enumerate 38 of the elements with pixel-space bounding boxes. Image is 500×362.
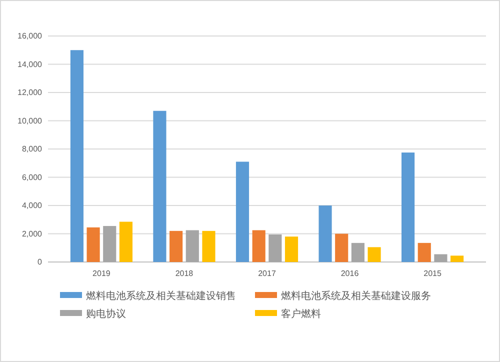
- y-tick-label: 6,000: [22, 172, 43, 182]
- x-tick-label: 2016: [340, 269, 360, 278]
- bar: [86, 227, 100, 262]
- bar: [153, 110, 166, 262]
- legend-label: 燃料电池系统及相关基础建设销售: [86, 290, 236, 302]
- y-tick-label: 10,000: [18, 116, 43, 126]
- bar: [450, 256, 464, 262]
- y-tick-label: 16,000: [18, 32, 43, 41]
- y-tick-label: 2,000: [22, 229, 43, 238]
- legend-label: 购电协议: [86, 308, 126, 320]
- y-tick-label: 0: [38, 258, 43, 267]
- bar: [434, 254, 448, 262]
- x-tick-label: 2019: [92, 269, 111, 278]
- bar: [103, 226, 116, 262]
- x-tick-label: 2017: [258, 269, 276, 278]
- bar: [284, 236, 298, 262]
- legend-label: 燃料电池系统及相关基础建设服务: [281, 290, 431, 302]
- bar: [202, 230, 216, 262]
- y-tick-label: 8,000: [22, 144, 43, 154]
- legend-label: 客户燃料: [281, 308, 321, 320]
- bar: [318, 206, 332, 262]
- bar: [335, 234, 348, 262]
- bar: [186, 230, 199, 262]
- x-tick-label: 2018: [175, 269, 194, 278]
- bar: [368, 247, 381, 262]
- bar: [170, 230, 183, 262]
- bar: [351, 242, 364, 262]
- bar: [418, 242, 431, 262]
- bar: [236, 162, 250, 262]
- bar: [252, 230, 266, 262]
- bar: [402, 152, 415, 262]
- bar: [268, 234, 282, 262]
- y-tick-label: 4,000: [22, 201, 43, 210]
- y-tick-label: 12,000: [18, 88, 43, 98]
- x-tick-label: 2015: [424, 269, 442, 278]
- bar: [119, 222, 132, 262]
- bar: [70, 50, 84, 262]
- y-tick-label: 14,000: [18, 60, 43, 69]
